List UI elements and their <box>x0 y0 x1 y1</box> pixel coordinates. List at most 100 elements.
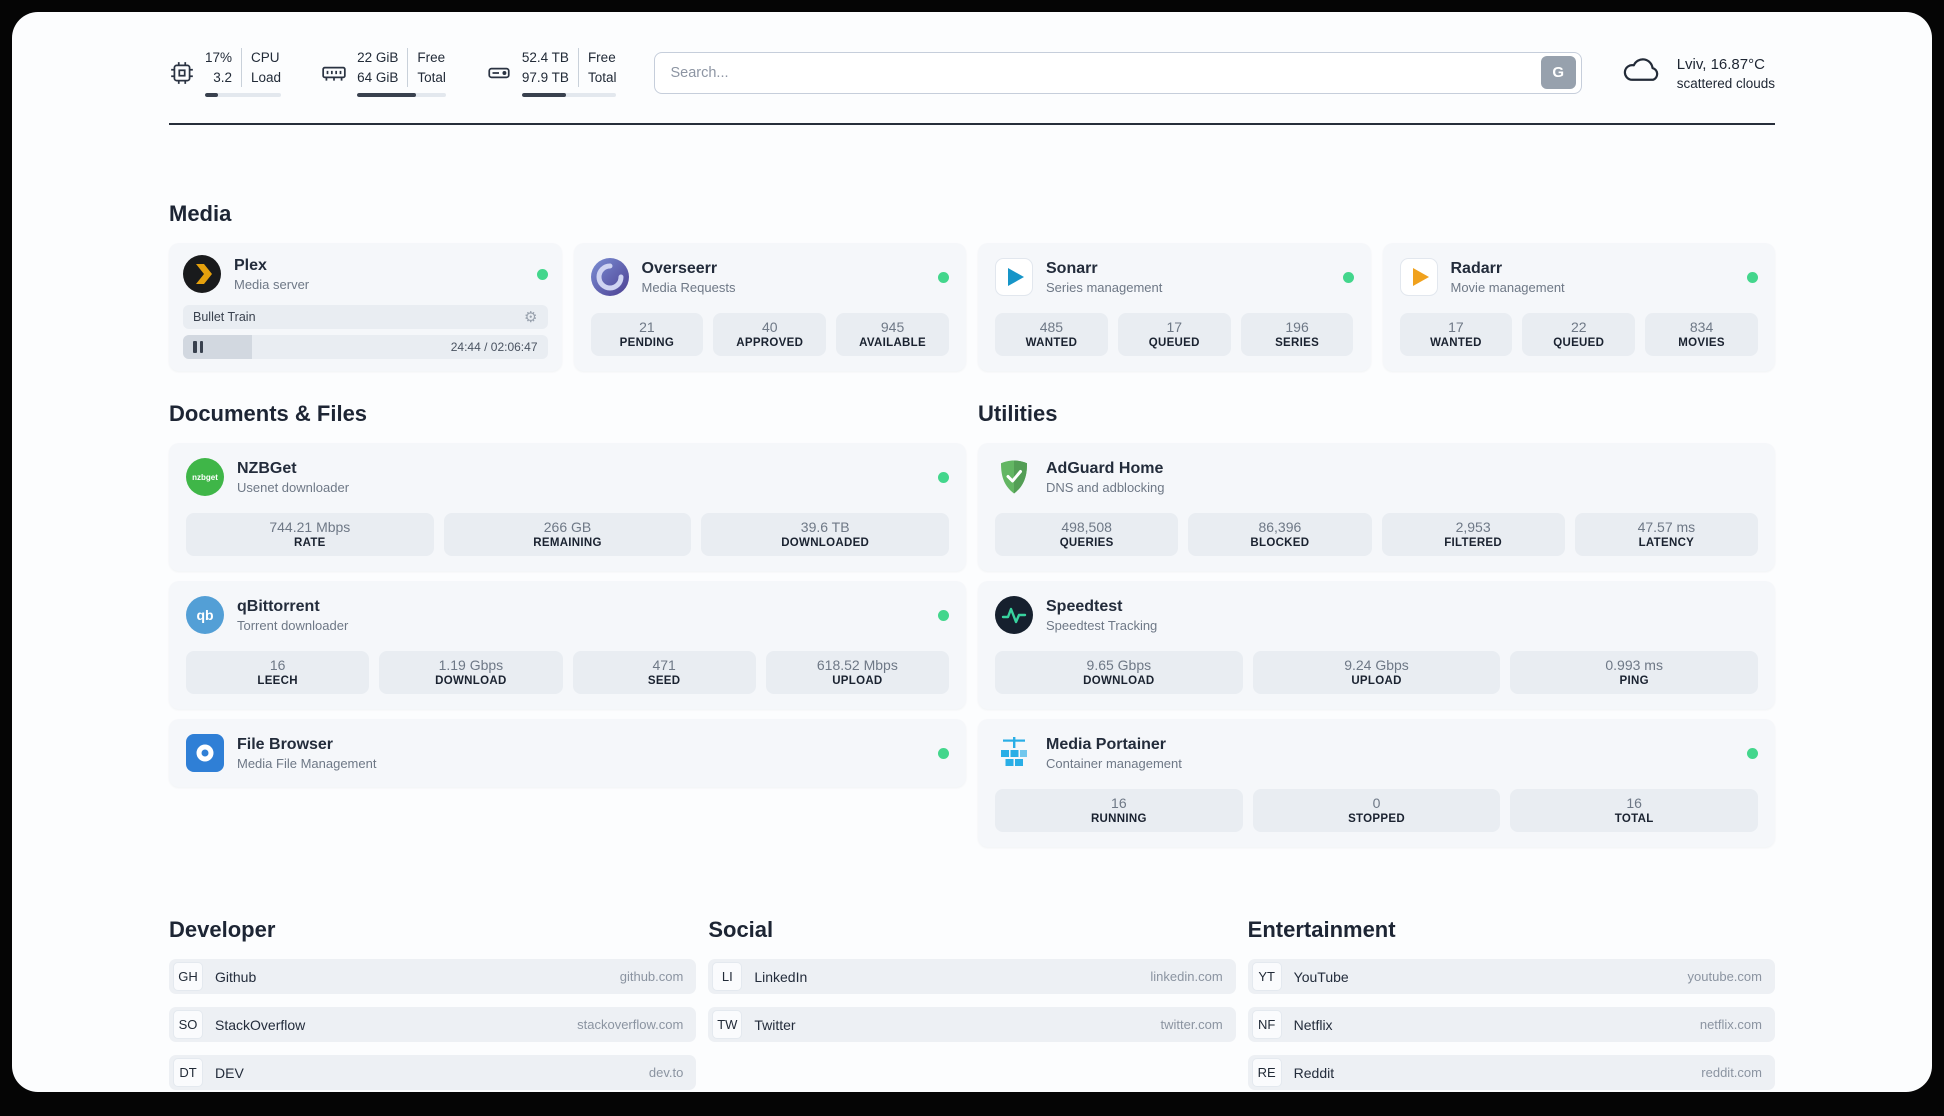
pause-icon[interactable] <box>193 341 203 354</box>
bookmark-badge: SO <box>173 1010 203 1040</box>
hard-drive-icon <box>486 54 512 92</box>
stat-label: REMAINING <box>533 537 602 550</box>
bookmark-url: dev.to <box>648 1065 684 1081</box>
bookmark-dev[interactable]: DT DEV dev.to <box>169 1055 697 1091</box>
bookmark-url: linkedin.com <box>1150 969 1223 985</box>
search-engine-button[interactable]: G <box>1540 56 1576 90</box>
app-subtitle: Container management <box>1046 755 1182 771</box>
bookmark-columns: Developer GH Github github.com SO StackO… <box>169 917 1775 1092</box>
dashboard: 17% 3.2 CPU Load <box>12 12 1932 1092</box>
disk-free-label: Free <box>587 50 616 65</box>
cpu-progress-bar <box>205 93 282 98</box>
ram-free-label: Free <box>417 50 446 65</box>
stat-label: AVAILABLE <box>859 337 926 350</box>
stat-label: DOWNLOAD <box>435 675 507 688</box>
stat-label: WANTED <box>1430 337 1482 350</box>
stat-value: 945 <box>880 319 905 336</box>
filebrowser-card[interactable]: File Browser Media File Management <box>169 719 966 788</box>
stat-value: 744.21 Mbps <box>269 519 351 536</box>
stat-label: LEECH <box>257 675 298 688</box>
portainer-card[interactable]: Media Portainer Container management 16 … <box>978 719 1775 848</box>
bookmark-twitter[interactable]: TW Twitter twitter.com <box>708 1007 1236 1043</box>
header-divider <box>169 123 1775 126</box>
bookmark-youtube[interactable]: YT YouTube youtube.com <box>1247 959 1775 995</box>
bookmark-reddit[interactable]: RE Reddit reddit.com <box>1247 1055 1775 1091</box>
stat-label: QUEUED <box>1553 337 1605 350</box>
stat-label: RATE <box>294 537 326 550</box>
stat-queries: 498,508 QUERIES <box>995 513 1179 557</box>
filebrowser-icon <box>186 734 224 773</box>
stat-label: WANTED <box>1025 337 1078 350</box>
radarr-card[interactable]: Radarr Movie management 17 WANTED 22 QUE… <box>1382 243 1775 372</box>
app-subtitle: Media server <box>234 276 310 292</box>
stat-label: UPLOAD <box>832 675 883 688</box>
stat-seed: 471 SEED <box>572 651 756 695</box>
bookmark-badge: LI <box>712 962 743 992</box>
portainer-icon <box>995 734 1033 772</box>
app-subtitle: Torrent downloader <box>237 617 349 633</box>
cpu-chip-icon <box>169 54 195 92</box>
stat-downloaded: 39.6 TB DOWNLOADED <box>701 513 950 557</box>
stat-label: LATENCY <box>1638 537 1695 550</box>
app-subtitle: Speedtest Tracking <box>1046 617 1158 633</box>
stat-remaining: 266 GB REMAINING <box>443 513 692 557</box>
bookmark-badge: TW <box>712 1010 743 1040</box>
speedtest-card[interactable]: Speedtest Speedtest Tracking 9.65 Gbps D… <box>978 581 1775 710</box>
stat-wanted: 485 WANTED <box>995 313 1108 357</box>
stat-value: 17 <box>1166 319 1183 336</box>
section-media: Media Plex Media server <box>169 201 1775 372</box>
bookmark-name: Netflix <box>1293 1016 1333 1033</box>
status-dot <box>536 268 548 280</box>
cpu-stat: 17% 3.2 CPU Load <box>169 48 282 98</box>
overseerr-card[interactable]: Overseerr Media Requests 21 PENDING 40 A… <box>573 243 966 372</box>
bookmark-linkedin[interactable]: LI LinkedIn linkedin.com <box>708 959 1236 995</box>
app-subtitle: Movie management <box>1450 279 1565 295</box>
bookmark-netflix[interactable]: NF Netflix netflix.com <box>1247 1007 1775 1043</box>
stat-label: PING <box>1619 675 1649 688</box>
stat-value: 47.57 ms <box>1637 519 1696 536</box>
app-name: Media Portainer <box>1046 735 1167 753</box>
stat-value: 0.993 ms <box>1605 657 1663 674</box>
app-subtitle: Media File Management <box>237 755 377 771</box>
stat-label: SERIES <box>1275 337 1320 350</box>
bookmark-url: reddit.com <box>1701 1065 1762 1081</box>
top-bar: 17% 3.2 CPU Load <box>169 48 1775 98</box>
bookmark-stackoverflow[interactable]: SO StackOverflow stackoverflow.com <box>169 1007 697 1043</box>
bookmark-github[interactable]: GH Github github.com <box>169 959 697 995</box>
stat-series: 196 SERIES <box>1240 313 1354 357</box>
overseerr-stats: 21 PENDING 40 APPROVED 945 AVAILABLE <box>590 313 950 357</box>
stat-queued: 22 QUEUED <box>1522 313 1636 357</box>
app-subtitle: Media Requests <box>641 279 736 295</box>
plex-card[interactable]: Plex Media server Bullet Train ⚙ 24:44 /… <box>169 243 562 372</box>
stat-value: 16 <box>269 657 286 674</box>
app-name: Radarr <box>1450 259 1503 277</box>
app-name: qBittorrent <box>237 597 320 615</box>
qbittorrent-card[interactable]: qb qBittorrent Torrent downloader <box>169 581 966 710</box>
playback-time: 24:44 / 02:06:47 <box>450 340 538 355</box>
stat-label: STOPPED <box>1348 813 1405 826</box>
gear-icon[interactable]: ⚙ <box>524 308 538 326</box>
disk-total-value: 97.9 TB <box>521 69 569 85</box>
adguard-icon <box>995 458 1033 496</box>
weather-location: Lviv, 16.87°C <box>1676 55 1765 73</box>
stat-total: 16 TOTAL <box>1510 789 1759 833</box>
cpu-percent: 17% <box>205 50 233 65</box>
cpu-progress-fill <box>205 93 218 98</box>
bookmark-url: twitter.com <box>1160 1017 1223 1033</box>
stat-download: 9.65 Gbps DOWNLOAD <box>995 651 1243 695</box>
search-input[interactable] <box>670 64 1541 81</box>
playback-progress-bar[interactable]: 24:44 / 02:06:47 <box>183 335 548 360</box>
stat-label: MOVIES <box>1678 337 1725 350</box>
documents-section-title: Documents & Files <box>169 401 368 427</box>
bookmark-name: Github <box>215 968 257 985</box>
bookmark-badge: RE <box>1251 1058 1282 1088</box>
cloud-icon <box>1620 55 1664 90</box>
nzbget-stats: 744.21 Mbps RATE 266 GB REMAINING 39.6 T… <box>186 513 950 557</box>
stat-upload: 618.52 Mbps UPLOAD <box>765 651 949 695</box>
adguard-card[interactable]: AdGuard Home DNS and adblocking 498,508 … <box>978 443 1775 572</box>
nzbget-card[interactable]: nzbget NZBGet Usenet downloader 74 <box>169 443 966 572</box>
cpu-load-label: Load <box>251 69 282 85</box>
sonarr-card[interactable]: Sonarr Series management 485 WANTED 17 Q… <box>978 243 1371 372</box>
stat-queued: 17 QUEUED <box>1117 313 1231 357</box>
stat-value: 471 <box>652 657 676 674</box>
